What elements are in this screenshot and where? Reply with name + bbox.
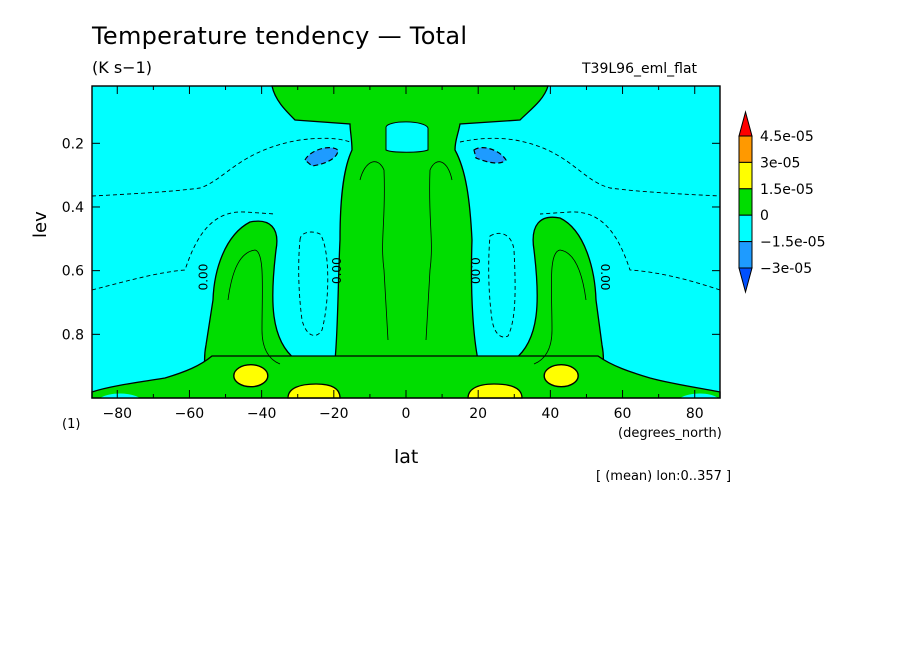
- chart-title: Temperature tendency — Total: [92, 22, 468, 50]
- y-tick-label-2: 0.6: [62, 264, 84, 280]
- colorbar-label-4: −1.5e-05: [760, 235, 825, 251]
- region-right-yellow-low: [543, 364, 579, 388]
- region-right-blue-upper: [473, 147, 507, 164]
- dashed-contour-5: [488, 232, 516, 338]
- thin-contour-3: [425, 161, 453, 341]
- axes: −80 −60 −40 −20 0 20 40 60 80 0.2 0.4 0.6 0.8: [62, 85, 721, 422]
- colorbar-box-0: [738, 135, 753, 163]
- dashed-contour-2: [91, 211, 276, 291]
- region-central-hole: [385, 121, 429, 153]
- region-bottom-right-cyan: [680, 393, 718, 398]
- x-tick-label-0: −80: [102, 406, 132, 422]
- figure-number: (1): [62, 417, 81, 432]
- region-left-yellow-low: [233, 364, 269, 388]
- contour-label-1: 0.00: [330, 257, 344, 284]
- plot-area: 0.00 0.00 0.00 0.00: [91, 85, 721, 399]
- colorbar: 4.5e-05 3e-05 1.5e-05 0 −1.5e-05 −3e-05: [738, 110, 825, 294]
- x-axis-units: (degrees_north): [618, 426, 722, 441]
- colorbar-label-1: 3e-05: [760, 155, 800, 171]
- colorbar-label-5: −3e-05: [760, 261, 812, 277]
- colorbar-box-2: [738, 188, 753, 216]
- dashed-contour-0: [91, 137, 351, 197]
- x-tick-label-6: 40: [541, 406, 559, 422]
- thin-contour-1: [533, 249, 587, 365]
- x-tick-label-1: −60: [175, 406, 205, 422]
- thin-contour-0: [227, 249, 281, 365]
- contour-label-2: 0.00: [468, 257, 482, 284]
- colorbar-bottom-triangle: [738, 267, 753, 294]
- y-tick-label-3: 0.8: [62, 327, 84, 343]
- colorbar-top-triangle: [738, 110, 753, 137]
- mean-note: [ (mean) lon:0..357 ]: [596, 469, 732, 484]
- colorbar-box-1: [738, 161, 753, 190]
- x-tick-label-3: −20: [319, 406, 349, 422]
- thin-contour-2: [359, 161, 389, 341]
- x-tick-label-7: 60: [614, 406, 632, 422]
- region-left-blue-upper: [304, 147, 339, 167]
- x-tick-label-8: 80: [686, 406, 704, 422]
- dashed-contour-3: [539, 211, 721, 291]
- dashed-contour-1: [459, 137, 721, 197]
- x-axis-label: lat: [394, 446, 419, 468]
- colorbar-box-3: [738, 214, 753, 243]
- x-tick-label-4: 0: [402, 406, 411, 422]
- colorbar-label-2: 1.5e-05: [760, 182, 814, 198]
- region-inner-left-yellow: [287, 383, 341, 399]
- chart-units: (K s−1): [92, 58, 152, 77]
- region-inner-right-yellow: [467, 383, 523, 399]
- x-tick-label-2: −40: [247, 406, 277, 422]
- contour-label-0: 0.00: [196, 264, 210, 291]
- region-bottom-left-cyan: [100, 393, 140, 398]
- colorbar-label-3: 0: [760, 208, 769, 224]
- colorbar-label-0: 4.5e-05: [760, 129, 814, 145]
- contour-label-3: 0.00: [598, 264, 612, 291]
- colorbar-box-4: [738, 241, 753, 269]
- x-tick-label-5: 20: [469, 406, 487, 422]
- dashed-contour-4: [298, 231, 329, 336]
- run-label: T39L96_eml_flat: [582, 61, 698, 77]
- y-tick-label-0: 0.2: [62, 136, 84, 152]
- y-tick-label-1: 0.4: [62, 200, 84, 216]
